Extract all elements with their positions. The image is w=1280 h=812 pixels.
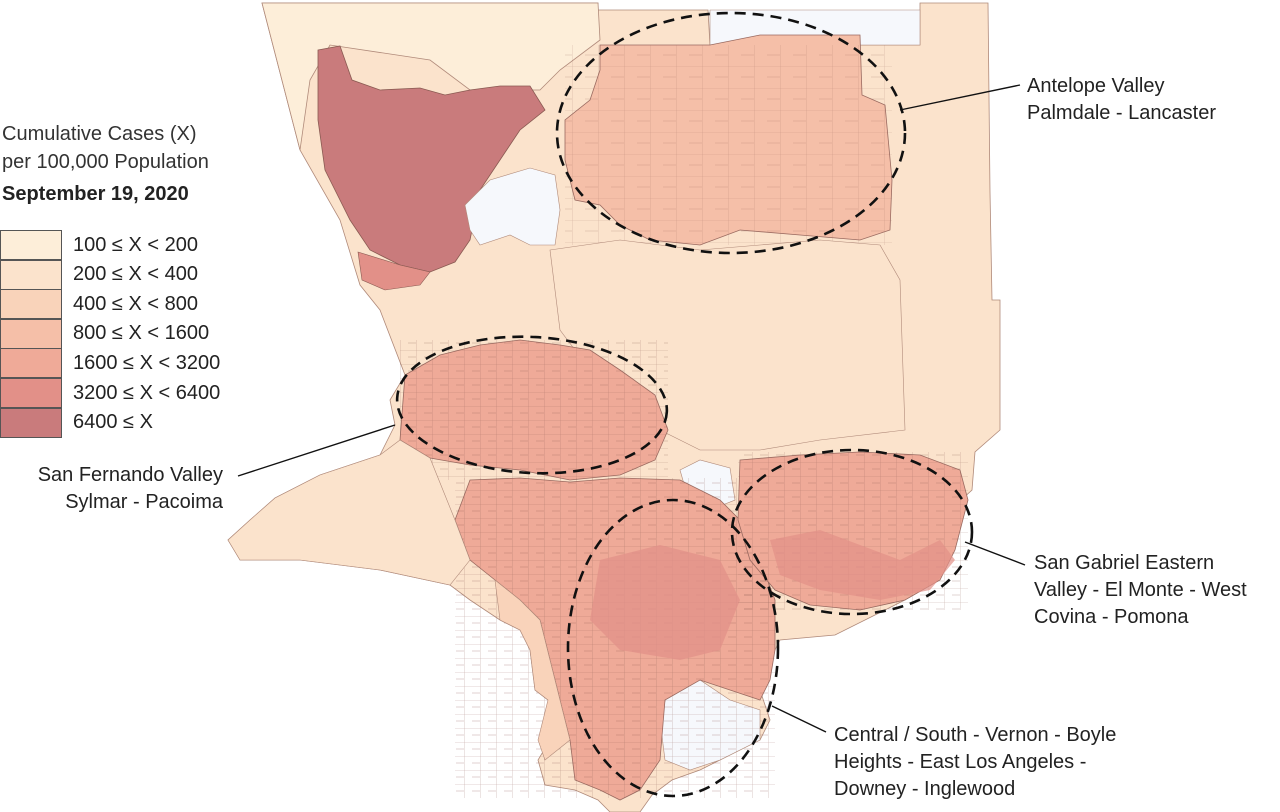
region-central-dark: [590, 545, 740, 660]
annotation-antelope-valley: Antelope Valley Palmdale - Lancaster: [1027, 73, 1216, 127]
annotation-san-gabriel-valley: San Gabriel Eastern Valley - El Monte - …: [1034, 550, 1247, 631]
legend-label: 800 ≤ X < 1600: [73, 322, 210, 345]
region-darkest: [317, 45, 546, 273]
annotation-line: San Gabriel Eastern: [1034, 552, 1215, 574]
legend-swatch: [0, 378, 62, 408]
legend-item: 100 ≤ X < 200: [0, 230, 198, 260]
legend-label: 3200 ≤ X < 6400: [73, 381, 221, 404]
legend-swatch: [0, 230, 62, 260]
annotation-line: Heights - East Los Angeles -: [834, 751, 1087, 773]
legend-swatch: [0, 318, 62, 349]
cluster-ellipse-antelope: [555, 11, 907, 255]
region-sfv-overlay: [400, 340, 668, 480]
legend-label: 400 ≤ X < 800: [73, 292, 198, 315]
legend-swatch: [0, 407, 62, 438]
leader-line-central: [771, 705, 827, 733]
annotation-line: Antelope Valley: [1027, 75, 1165, 97]
leader-line-antelope: [899, 84, 1021, 111]
annotation-line: San Fernando Valley: [37, 464, 223, 486]
legend-item: 400 ≤ X < 800: [0, 289, 198, 320]
legend-item: 3200 ≤ X < 6400: [0, 378, 220, 408]
legend-title: Cumulative Cases (X): [2, 123, 197, 145]
legend-label: 6400 ≤ X: [73, 411, 153, 434]
region-west-coast: [227, 439, 471, 586]
leader-line-sgv: [964, 541, 1026, 566]
cluster-ellipse-central: [566, 498, 780, 798]
annotation-line: Central / South - Vernon - Boyle: [834, 724, 1117, 746]
annotation-line: Sylmar - Pacoima: [65, 491, 223, 513]
legend-item: 200 ≤ X < 400: [0, 259, 198, 290]
legend-subtitle: per 100,000 Population: [2, 151, 209, 173]
legend-swatch: [0, 289, 62, 320]
legend-label: 100 ≤ X < 200: [73, 233, 198, 256]
annotation-central-south: Central / South - Vernon - Boyle Heights…: [834, 722, 1116, 803]
annotation-line: Valley - El Monte - West: [1034, 579, 1247, 601]
legend-item: 800 ≤ X < 1600: [0, 318, 210, 349]
legend-item: 6400 ≤ X: [0, 407, 153, 438]
legend-swatch: [0, 348, 62, 379]
legend-date: September 19, 2020: [2, 183, 189, 205]
legend-label: 1600 ≤ X < 3200: [73, 351, 221, 374]
cluster-ellipse-sfv: [395, 335, 669, 475]
region-southwest: [494, 579, 571, 761]
region-sgv-dark: [770, 530, 955, 600]
legend-item: 1600 ≤ X < 3200: [0, 348, 221, 379]
legend-swatch: [0, 259, 62, 290]
region-antelope-overlay: [565, 45, 892, 245]
annotation-line: Palmdale - Lancaster: [1027, 102, 1216, 124]
annotation-san-fernando-valley: San Fernando Valley Sylmar - Pacoima: [10, 462, 223, 516]
annotation-line: Downey - Inglewood: [834, 778, 1016, 800]
region-nodata-1: [464, 167, 561, 246]
cluster-ellipse-sgv: [730, 448, 974, 616]
leader-line-sfv: [237, 424, 396, 477]
legend-label: 200 ≤ X < 400: [73, 263, 198, 286]
annotation-line: Covina - Pomona: [1034, 606, 1189, 628]
region-3200-west: [357, 251, 431, 291]
